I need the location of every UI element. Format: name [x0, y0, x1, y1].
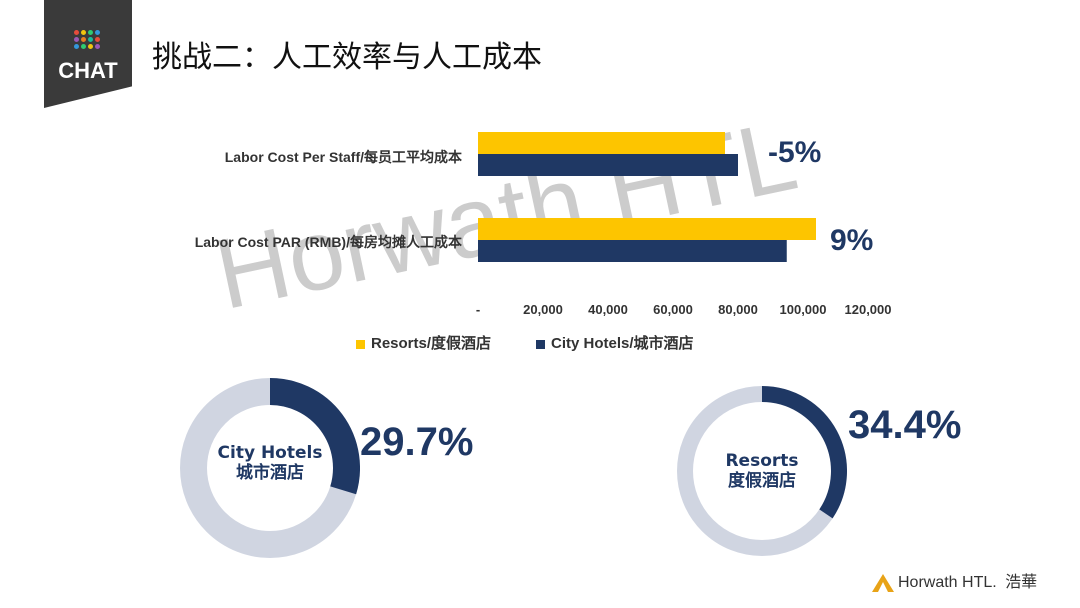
badge-dots-icon [74, 30, 102, 54]
page-title: 挑战二：人工效率与人工成本 [152, 40, 542, 75]
category-label-par: Labor Cost PAR (RMB)/每房均摊人工成本 [194, 234, 462, 250]
donut-resorts [677, 386, 847, 556]
bar-chart: - 20,000 40,000 60,000 80,000 100,000 120,000 [476, 132, 892, 317]
horwath-logo: Horwath HTL. 浩華 [872, 568, 1037, 592]
annotation-par: 9% [830, 224, 874, 257]
bar-city-hotels-1 [478, 240, 787, 262]
legend-swatch-city-hotels [536, 339, 545, 349]
legend-label-resorts: Resorts/度假酒店 [371, 335, 492, 352]
x-tick-label: 20,000 [523, 302, 563, 317]
legend-city-hotels: City Hotels/城市酒店 [536, 332, 694, 353]
donut-label-city-cn: 城市酒店 [236, 463, 304, 484]
logo-cn-text: 浩華 [1005, 572, 1038, 591]
x-tick-label: 60,000 [653, 302, 693, 317]
badge-text: CHAT [58, 58, 118, 83]
donut-label-city-en: City Hotels [217, 443, 323, 463]
donut-segment [269, 378, 360, 495]
x-tick-label: 40,000 [588, 302, 628, 317]
logo-text: Horwath HTL. [898, 574, 997, 591]
annotation-per-staff: -5% [768, 136, 822, 169]
legend-resorts: Resorts/度假酒店 [356, 332, 491, 353]
donut-value-city-hotels: 29.7% [360, 420, 474, 464]
donut-label-resorts-en: Resorts [725, 451, 799, 471]
donut-value-resorts: 34.4% [848, 403, 962, 447]
bar-resorts-0 [478, 132, 725, 154]
legend-swatch-resorts [356, 339, 365, 349]
donut-label-city-hotels: City Hotels 城市酒店 [195, 443, 345, 484]
category-label-per-staff: Labor Cost Per Staff/每员工平均成本 [224, 149, 462, 165]
x-tick-label: - [476, 302, 480, 317]
legend-label-city-hotels: City Hotels/城市酒店 [551, 335, 694, 352]
logo-mountain-icon [872, 573, 894, 592]
x-tick-label: 100,000 [780, 302, 827, 317]
x-tick-label: 80,000 [718, 302, 758, 317]
donut-city-hotels [180, 378, 360, 558]
bar-resorts-1 [478, 218, 816, 240]
donut-label-resorts: Resorts 度假酒店 [690, 451, 834, 492]
bar-city-hotels-0 [478, 154, 738, 176]
x-tick-label: 120,000 [845, 302, 892, 317]
donut-label-resorts-cn: 度假酒店 [728, 471, 796, 492]
chat-badge: CHAT [44, 0, 132, 108]
donut-segment [761, 386, 847, 519]
